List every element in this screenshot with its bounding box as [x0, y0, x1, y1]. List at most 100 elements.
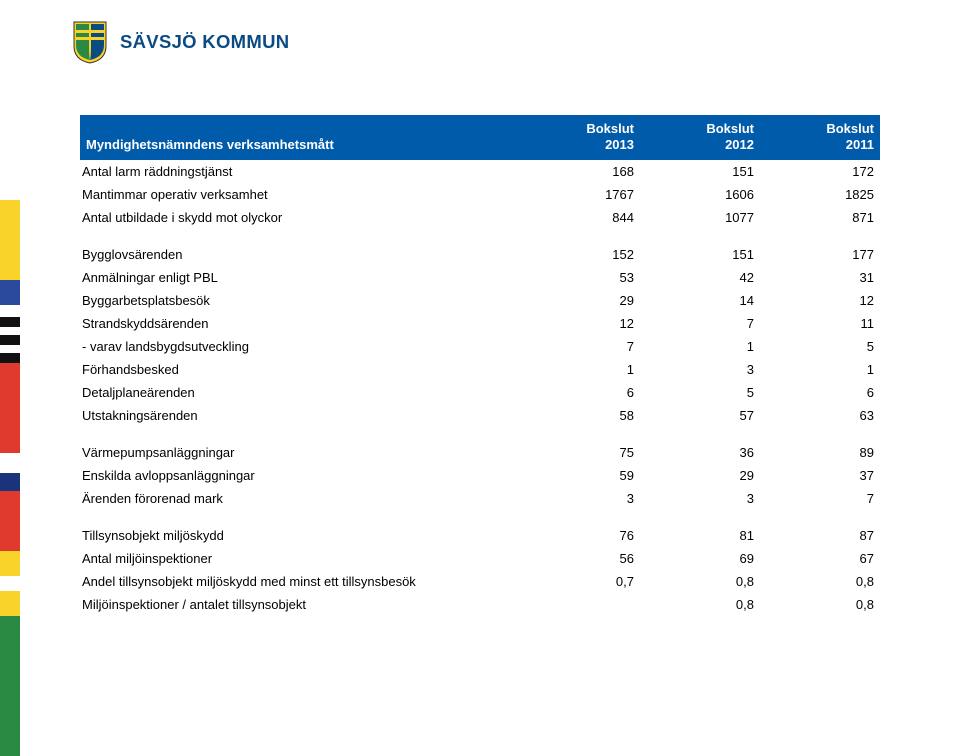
header-col-2012: Bokslut 2012 — [640, 115, 760, 160]
row-value: 59 — [520, 464, 640, 487]
row-value: 11 — [760, 312, 880, 335]
row-value: 6 — [760, 381, 880, 404]
row-label: Strandskyddsärenden — [80, 312, 520, 335]
row-value: 67 — [760, 547, 880, 570]
row-value: 7 — [640, 312, 760, 335]
table-row: Anmälningar enligt PBL534231 — [80, 266, 880, 289]
row-value: 152 — [520, 229, 640, 266]
row-value: 5 — [760, 335, 880, 358]
table-row: Detaljplaneärenden656 — [80, 381, 880, 404]
row-value: 81 — [640, 510, 760, 547]
metrics-tbody: Antal larm räddningstjänst168151172Manti… — [80, 160, 880, 616]
row-value: 0,8 — [760, 593, 880, 616]
row-label: Mantimmar operativ verksamhet — [80, 183, 520, 206]
row-label: Antal miljöinspektioner — [80, 547, 520, 570]
row-value: 151 — [640, 160, 760, 183]
savsjo-logo-icon — [70, 20, 110, 64]
row-label: Utstakningsärenden — [80, 404, 520, 427]
row-value: 0,7 — [520, 570, 640, 593]
table-row: Antal miljöinspektioner566967 — [80, 547, 880, 570]
table-row: Ärenden förorenad mark337 — [80, 487, 880, 510]
row-value: 1 — [640, 335, 760, 358]
row-value: 172 — [760, 160, 880, 183]
row-label: Ärenden förorenad mark — [80, 487, 520, 510]
row-value: 63 — [760, 404, 880, 427]
row-value: 3 — [640, 487, 760, 510]
row-value: 14 — [640, 289, 760, 312]
row-value: 1 — [760, 358, 880, 381]
row-value: 7 — [520, 335, 640, 358]
row-label: Värmepumpsanläggningar — [80, 427, 520, 464]
row-value: 6 — [520, 381, 640, 404]
row-value: 31 — [760, 266, 880, 289]
row-value: 87 — [760, 510, 880, 547]
row-value: 177 — [760, 229, 880, 266]
row-value: 29 — [640, 464, 760, 487]
row-value: 36 — [640, 427, 760, 464]
row-label: Andel tillsynsobjekt miljöskydd med mins… — [80, 570, 520, 593]
row-value: 0,8 — [640, 570, 760, 593]
header-title-cell: Myndighetsnämndens verksamhetsmått — [80, 115, 520, 160]
row-label: Miljöinspektioner / antalet tillsynsobje… — [80, 593, 520, 616]
header-col-2013: Bokslut 2013 — [520, 115, 640, 160]
table-row: Byggarbetsplatsbesök291412 — [80, 289, 880, 312]
table-row: Antal larm räddningstjänst168151172 — [80, 160, 880, 183]
table-row: Mantimmar operativ verksamhet17671606182… — [80, 183, 880, 206]
row-value: 69 — [640, 547, 760, 570]
metrics-table: Myndighetsnämndens verksamhetsmått Boksl… — [80, 115, 880, 616]
row-value: 89 — [760, 427, 880, 464]
row-value: 7 — [760, 487, 880, 510]
row-value: 1 — [520, 358, 640, 381]
row-value: 168 — [520, 160, 640, 183]
row-label: Bygglovsärenden — [80, 229, 520, 266]
row-value: 56 — [520, 547, 640, 570]
left-decorative-bar — [0, 0, 20, 756]
row-value: 58 — [520, 404, 640, 427]
row-label: Antal larm räddningstjänst — [80, 160, 520, 183]
row-value: 0,8 — [760, 570, 880, 593]
row-value — [520, 593, 640, 616]
page-header: SÄVSJÖ KOMMUN — [70, 20, 289, 64]
row-label: Antal utbildade i skydd mot olyckor — [80, 206, 520, 229]
brand-name: SÄVSJÖ KOMMUN — [120, 31, 289, 53]
table-row: Tillsynsobjekt miljöskydd768187 — [80, 510, 880, 547]
table-row: Enskilda avloppsanläggningar592937 — [80, 464, 880, 487]
row-value: 1606 — [640, 183, 760, 206]
table-row: Värmepumpsanläggningar753689 — [80, 427, 880, 464]
table-row: Utstakningsärenden585763 — [80, 404, 880, 427]
row-value: 37 — [760, 464, 880, 487]
row-value: 1825 — [760, 183, 880, 206]
table-row: Strandskyddsärenden12711 — [80, 312, 880, 335]
row-value: 12 — [760, 289, 880, 312]
row-value: 12 — [520, 312, 640, 335]
table-row: Andel tillsynsobjekt miljöskydd med mins… — [80, 570, 880, 593]
row-value: 53 — [520, 266, 640, 289]
header-col-2011: Bokslut 2011 — [760, 115, 880, 160]
row-value: 844 — [520, 206, 640, 229]
row-value: 75 — [520, 427, 640, 464]
row-value: 151 — [640, 229, 760, 266]
row-label: Anmälningar enligt PBL — [80, 266, 520, 289]
row-label: Enskilda avloppsanläggningar — [80, 464, 520, 487]
table-row: Antal utbildade i skydd mot olyckor84410… — [80, 206, 880, 229]
row-label: Detaljplaneärenden — [80, 381, 520, 404]
row-label: Tillsynsobjekt miljöskydd — [80, 510, 520, 547]
table-header-row: Myndighetsnämndens verksamhetsmått Boksl… — [80, 115, 880, 160]
row-label: - varav landsbygdsutveckling — [80, 335, 520, 358]
row-value: 42 — [640, 266, 760, 289]
row-value: 29 — [520, 289, 640, 312]
table-row: Miljöinspektioner / antalet tillsynsobje… — [80, 593, 880, 616]
table-row: - varav landsbygdsutveckling715 — [80, 335, 880, 358]
row-value: 3 — [520, 487, 640, 510]
row-value: 1077 — [640, 206, 760, 229]
row-value: 871 — [760, 206, 880, 229]
row-label: Byggarbetsplatsbesök — [80, 289, 520, 312]
table-row: Bygglovsärenden152151177 — [80, 229, 880, 266]
table-row: Förhandsbesked131 — [80, 358, 880, 381]
row-value: 76 — [520, 510, 640, 547]
row-value: 57 — [640, 404, 760, 427]
row-label: Förhandsbesked — [80, 358, 520, 381]
row-value: 5 — [640, 381, 760, 404]
row-value: 3 — [640, 358, 760, 381]
metrics-table-wrapper: Myndighetsnämndens verksamhetsmått Boksl… — [80, 115, 880, 616]
